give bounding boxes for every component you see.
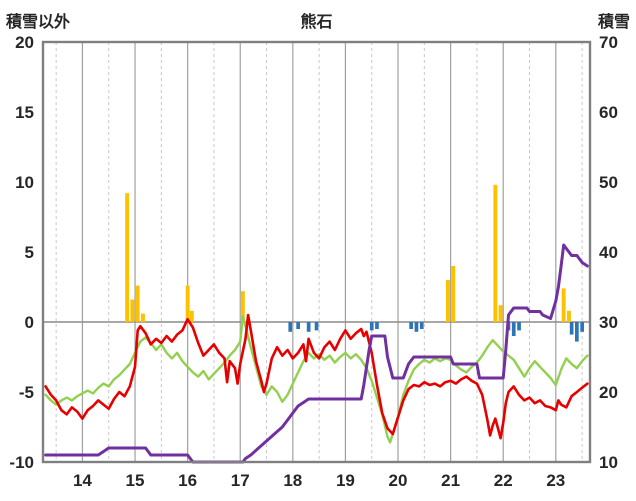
svg-text:70: 70 [599,33,618,52]
svg-text:22: 22 [494,471,513,490]
svg-text:10: 10 [15,173,34,192]
svg-text:0: 0 [25,313,34,332]
svg-text:15: 15 [15,103,34,122]
svg-text:10: 10 [599,453,618,472]
svg-text:20: 20 [389,471,408,490]
svg-text:50: 50 [599,173,618,192]
svg-text:17: 17 [231,471,250,490]
svg-text:60: 60 [599,103,618,122]
chart-title: 熊石 [300,14,333,31]
svg-text:40: 40 [599,243,618,262]
right-axis-title: 積雪 [597,14,630,31]
svg-text:20: 20 [15,33,34,52]
svg-text:23: 23 [546,471,565,490]
svg-text:5: 5 [25,243,34,262]
left-axis-title: 積雪以外 [6,14,71,31]
svg-text:16: 16 [178,471,197,490]
svg-text:20: 20 [599,383,618,402]
svg-text:18: 18 [283,471,302,490]
svg-text:19: 19 [336,471,355,490]
svg-text:14: 14 [73,471,92,490]
svg-text:21: 21 [441,471,460,490]
svg-text:30: 30 [599,313,618,332]
svg-text:-10: -10 [9,453,34,472]
svg-text:-5: -5 [19,383,34,402]
svg-text:15: 15 [126,471,145,490]
